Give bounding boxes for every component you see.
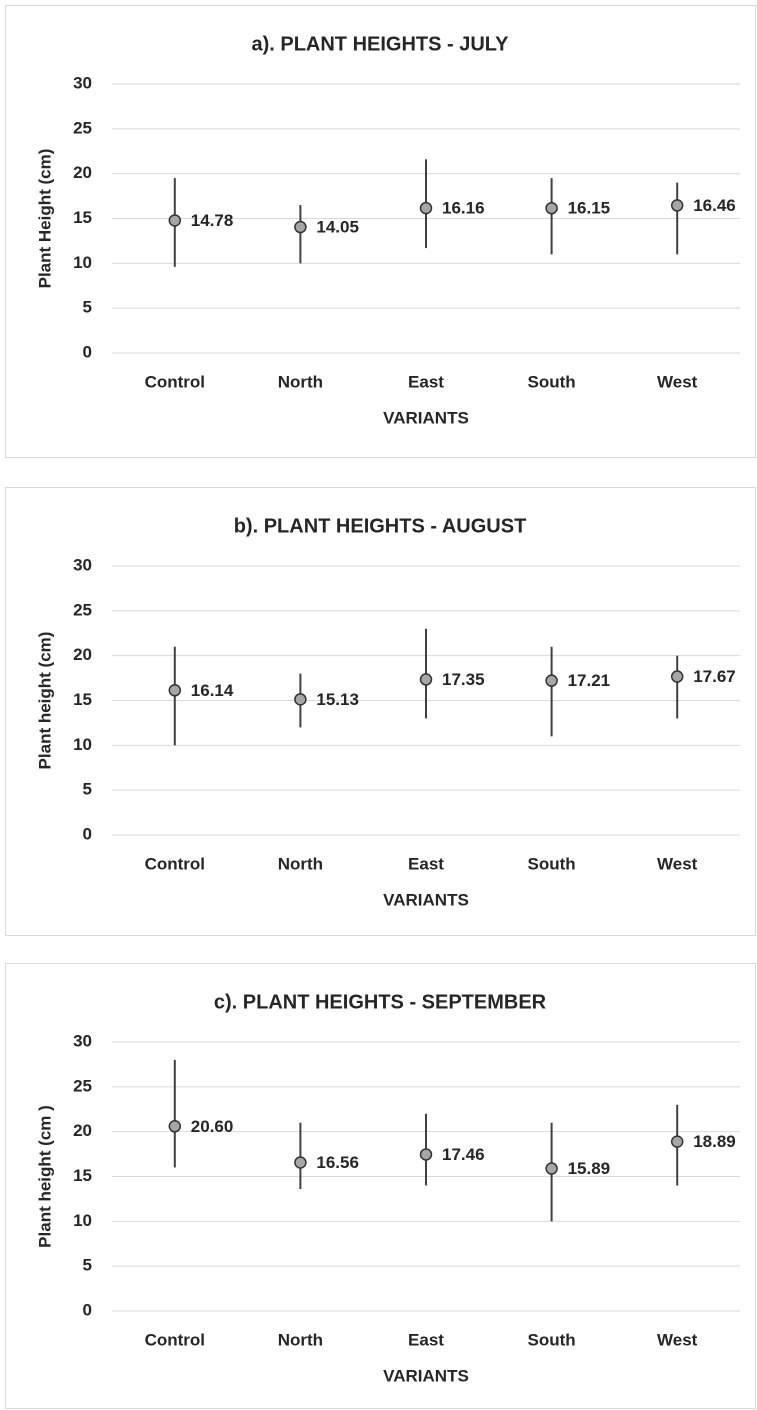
x-tick-label: South bbox=[528, 854, 576, 873]
point bbox=[294, 693, 307, 706]
point bbox=[670, 1135, 684, 1148]
point bbox=[670, 199, 684, 212]
data-label: 17.21 bbox=[568, 671, 611, 690]
chart-title: a). PLANT HEIGHTS - JULY bbox=[251, 33, 509, 55]
y-axis-label: Plant Height (cm) bbox=[35, 149, 54, 289]
y-tick-label: 15 bbox=[73, 690, 92, 709]
y-tick-label: 15 bbox=[73, 208, 92, 227]
y-tick-label: 10 bbox=[73, 735, 92, 754]
x-tick-label: East bbox=[408, 1330, 444, 1349]
y-tick-label: 25 bbox=[73, 118, 92, 137]
chart: c). PLANT HEIGHTS - SEPTEMBER 0 5 10 15 20 25 3… bbox=[5, 963, 756, 1409]
point bbox=[419, 201, 433, 215]
data-label: 15.13 bbox=[316, 690, 359, 709]
chart-title: b). PLANT HEIGHTS - AUGUST bbox=[234, 515, 527, 537]
data-label: 16.14 bbox=[191, 681, 234, 700]
y-tick-label: 20 bbox=[73, 163, 92, 182]
data-label: 16.15 bbox=[568, 199, 611, 218]
y-tick-label: 0 bbox=[83, 824, 92, 843]
data-label: 18.89 bbox=[693, 1132, 736, 1151]
x-tick-label: South bbox=[528, 372, 576, 391]
y-tick-label: 10 bbox=[73, 1211, 92, 1230]
x-tick-label: North bbox=[278, 372, 323, 391]
x-tick-label: West bbox=[657, 1330, 698, 1349]
point bbox=[168, 1120, 182, 1133]
point bbox=[670, 670, 684, 683]
point bbox=[294, 220, 307, 234]
data-label: 16.56 bbox=[316, 1153, 359, 1172]
chart-title: c). PLANT HEIGHTS - SEPTEMBER bbox=[214, 991, 547, 1013]
x-tick-label: West bbox=[657, 854, 698, 873]
data-label: 17.67 bbox=[693, 667, 736, 686]
chart-frame bbox=[5, 487, 756, 936]
data-label: 14.78 bbox=[191, 211, 234, 230]
y-tick-label: 30 bbox=[73, 73, 92, 92]
x-tick-label: Control bbox=[145, 854, 205, 873]
y-tick-label: 0 bbox=[83, 342, 92, 361]
y-axis-label: Plant height (cm ) bbox=[35, 1105, 54, 1248]
y-tick-label: 20 bbox=[73, 1121, 92, 1140]
chart-frame bbox=[5, 5, 756, 458]
y-tick-label: 25 bbox=[73, 600, 92, 619]
chart: a). PLANT HEIGHTS - JULY 0 5 10 15 20 25 30 Cont… bbox=[5, 5, 756, 458]
data-label: 16.16 bbox=[442, 199, 485, 218]
x-tick-label: East bbox=[408, 854, 444, 873]
data-label: 15.89 bbox=[568, 1159, 611, 1178]
x-tick-label: Control bbox=[145, 1330, 205, 1349]
x-tick-label: North bbox=[278, 854, 323, 873]
y-axis-label: Plant height (cm) bbox=[35, 632, 54, 770]
x-axis-label: VARIANTS bbox=[383, 1366, 469, 1385]
y-tick-label: 5 bbox=[83, 298, 92, 317]
point bbox=[545, 201, 558, 215]
chart: b). PLANT HEIGHTS - AUGUST 0 5 10 15 20 25 30 Co… bbox=[5, 487, 756, 936]
y-tick-label: 15 bbox=[73, 1166, 92, 1185]
point bbox=[545, 674, 558, 687]
x-tick-label: West bbox=[657, 372, 698, 391]
x-tick-label: South bbox=[528, 1330, 576, 1349]
y-tick-label: 30 bbox=[73, 555, 92, 574]
y-tick-label: 30 bbox=[73, 1031, 92, 1050]
data-label: 17.35 bbox=[442, 670, 485, 689]
x-axis-label: VARIANTS bbox=[383, 890, 469, 909]
point bbox=[545, 1162, 558, 1175]
y-tick-label: 5 bbox=[83, 1256, 92, 1275]
y-tick-label: 5 bbox=[83, 780, 92, 799]
data-label: 20.60 bbox=[191, 1117, 234, 1136]
data-label: 16.46 bbox=[693, 196, 736, 215]
x-tick-label: North bbox=[278, 1330, 323, 1349]
point bbox=[294, 1156, 307, 1169]
point bbox=[168, 214, 182, 227]
data-label: 17.46 bbox=[442, 1145, 485, 1164]
point bbox=[419, 1148, 433, 1161]
x-tick-label: East bbox=[408, 372, 444, 391]
x-tick-label: Control bbox=[145, 372, 205, 391]
y-tick-label: 0 bbox=[83, 1300, 92, 1319]
chart-frame bbox=[5, 963, 756, 1409]
y-tick-label: 10 bbox=[73, 253, 92, 272]
y-tick-label: 20 bbox=[73, 645, 92, 664]
data-label: 14.05 bbox=[316, 218, 359, 237]
y-tick-label: 25 bbox=[73, 1076, 92, 1095]
x-axis-label: VARIANTS bbox=[383, 408, 469, 427]
point bbox=[168, 684, 182, 697]
point bbox=[419, 673, 433, 686]
